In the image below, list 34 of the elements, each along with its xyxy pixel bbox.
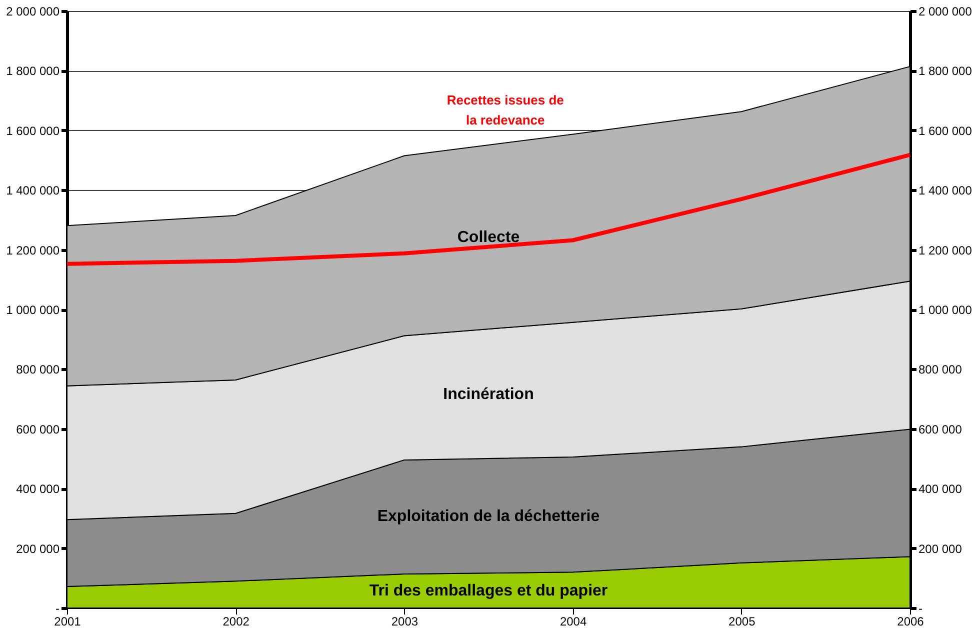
x-tick-label: 2005 [728,614,756,628]
y2-tick-label: 800 000 [918,362,962,377]
y2-tick-label: - [918,602,922,616]
y-tick-label: 600 000 [16,422,60,436]
y-tick-label: 2 000 000 [6,4,60,18]
y-tick-label: - [56,602,60,616]
y2-tick-label: 600 000 [918,422,962,436]
y2-tick-label: 400 000 [918,482,962,496]
series-label: Exploitation de la déchetterie [377,508,600,525]
y2-tick-label: 1 400 000 [918,184,972,198]
y-tick-label: 1 000 000 [6,303,60,317]
series-label: Collecte [457,229,520,246]
x-tick-label: 2001 [54,614,82,628]
y-tick-label: 1 800 000 [6,64,60,78]
line-series [65,152,912,266]
y-tick-label: 1 600 000 [6,124,60,138]
series-label: Tri des emballages et du papier [369,582,608,600]
text: Recettes issues de la redevance [446,92,564,128]
series-label: Incinération [443,386,534,403]
y2-tick-label: 1 600 000 [918,124,972,138]
y2-tick-label: 1 800 000 [918,64,972,78]
y-tick-label: 200 000 [16,542,60,556]
x-tick-label: 2004 [560,614,587,628]
y2-tick-label: 200 000 [918,542,962,556]
y-tick-label: 1 200 000 [6,243,60,258]
y-tick-label: 1 400 000 [6,184,60,198]
x-tick-label: 2002 [222,614,250,628]
y-tick-label: 800 000 [16,362,60,377]
y2-tick-label: 1 000 000 [918,303,972,317]
x-tick-label: 2003 [391,614,418,628]
y2-tick-label: 1 200 000 [918,243,972,258]
x-tick-label: 2006 [897,614,924,628]
y2-tick-label: 2 000 000 [918,4,972,18]
y-tick-label: 400 000 [16,482,60,496]
